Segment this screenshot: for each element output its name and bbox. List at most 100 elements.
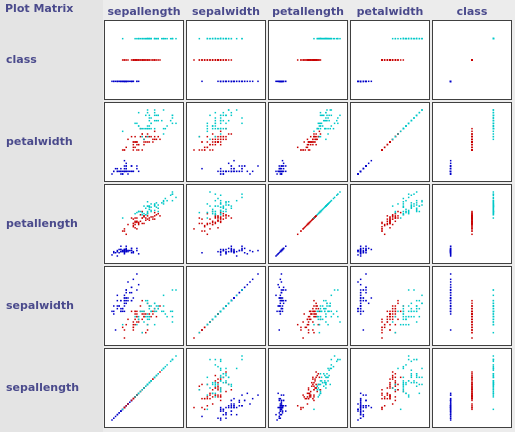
point xyxy=(169,360,172,363)
point xyxy=(230,111,233,114)
point xyxy=(318,125,321,127)
point xyxy=(219,218,222,220)
point xyxy=(362,297,365,299)
point xyxy=(145,219,147,221)
point xyxy=(421,201,423,203)
point xyxy=(300,326,302,329)
point xyxy=(407,209,410,212)
point xyxy=(132,222,135,225)
point xyxy=(492,390,495,393)
point xyxy=(362,249,365,252)
point xyxy=(148,119,151,122)
point xyxy=(214,222,217,225)
point xyxy=(148,206,151,208)
point xyxy=(326,305,328,307)
point xyxy=(449,399,452,402)
point xyxy=(365,247,367,250)
point xyxy=(285,170,287,173)
point xyxy=(492,111,495,114)
point xyxy=(402,203,405,205)
point xyxy=(359,307,362,310)
point xyxy=(123,251,126,254)
point xyxy=(410,310,413,313)
point xyxy=(362,289,365,291)
point xyxy=(198,135,201,138)
point xyxy=(206,222,209,225)
point xyxy=(319,392,322,395)
scatter-cell xyxy=(268,184,348,264)
point xyxy=(418,205,421,207)
point xyxy=(225,214,227,216)
point xyxy=(285,410,287,412)
point xyxy=(125,59,127,61)
point xyxy=(201,141,203,143)
point xyxy=(320,310,323,313)
row-label: petallength xyxy=(6,217,78,230)
point xyxy=(225,251,227,254)
point xyxy=(492,135,495,138)
point xyxy=(327,133,329,135)
point xyxy=(137,80,140,83)
point xyxy=(162,133,165,135)
point xyxy=(230,399,233,402)
point xyxy=(313,135,315,138)
point xyxy=(415,208,418,211)
point xyxy=(141,127,143,130)
point xyxy=(449,289,452,291)
point xyxy=(129,291,131,294)
point xyxy=(394,220,397,223)
point xyxy=(230,167,233,170)
point xyxy=(155,315,158,318)
point xyxy=(153,119,156,122)
column-label: petalwidth xyxy=(357,5,424,18)
point xyxy=(449,397,452,400)
point xyxy=(127,250,129,253)
point xyxy=(211,392,214,395)
point xyxy=(316,389,318,391)
point xyxy=(121,37,124,40)
point xyxy=(357,307,359,310)
point xyxy=(169,37,172,40)
point xyxy=(362,329,365,331)
point xyxy=(143,321,145,323)
point xyxy=(157,307,159,310)
point xyxy=(389,396,391,398)
point xyxy=(471,143,473,146)
point xyxy=(214,214,217,216)
point xyxy=(130,170,133,173)
point xyxy=(276,173,278,175)
point xyxy=(325,307,327,310)
point xyxy=(120,410,122,412)
point xyxy=(381,228,383,230)
point xyxy=(222,215,225,217)
point xyxy=(471,127,473,130)
point xyxy=(359,291,362,294)
point xyxy=(155,206,158,208)
point xyxy=(153,109,156,111)
scatter-cell xyxy=(350,184,430,264)
point xyxy=(421,367,423,370)
point xyxy=(233,250,235,253)
point xyxy=(137,143,140,146)
point xyxy=(230,383,233,386)
point xyxy=(217,365,219,368)
point xyxy=(359,406,362,409)
point xyxy=(383,397,386,400)
point xyxy=(405,383,407,386)
point xyxy=(386,394,389,396)
point xyxy=(209,394,211,396)
point xyxy=(315,215,317,217)
point xyxy=(471,315,473,318)
point xyxy=(219,122,222,125)
point xyxy=(492,127,495,130)
point xyxy=(137,37,140,40)
point xyxy=(214,37,217,40)
point xyxy=(211,59,214,61)
point xyxy=(421,199,423,202)
point xyxy=(389,221,391,224)
point xyxy=(370,159,373,162)
point xyxy=(238,405,241,407)
point xyxy=(381,394,383,396)
point xyxy=(214,122,217,125)
point xyxy=(214,119,217,122)
